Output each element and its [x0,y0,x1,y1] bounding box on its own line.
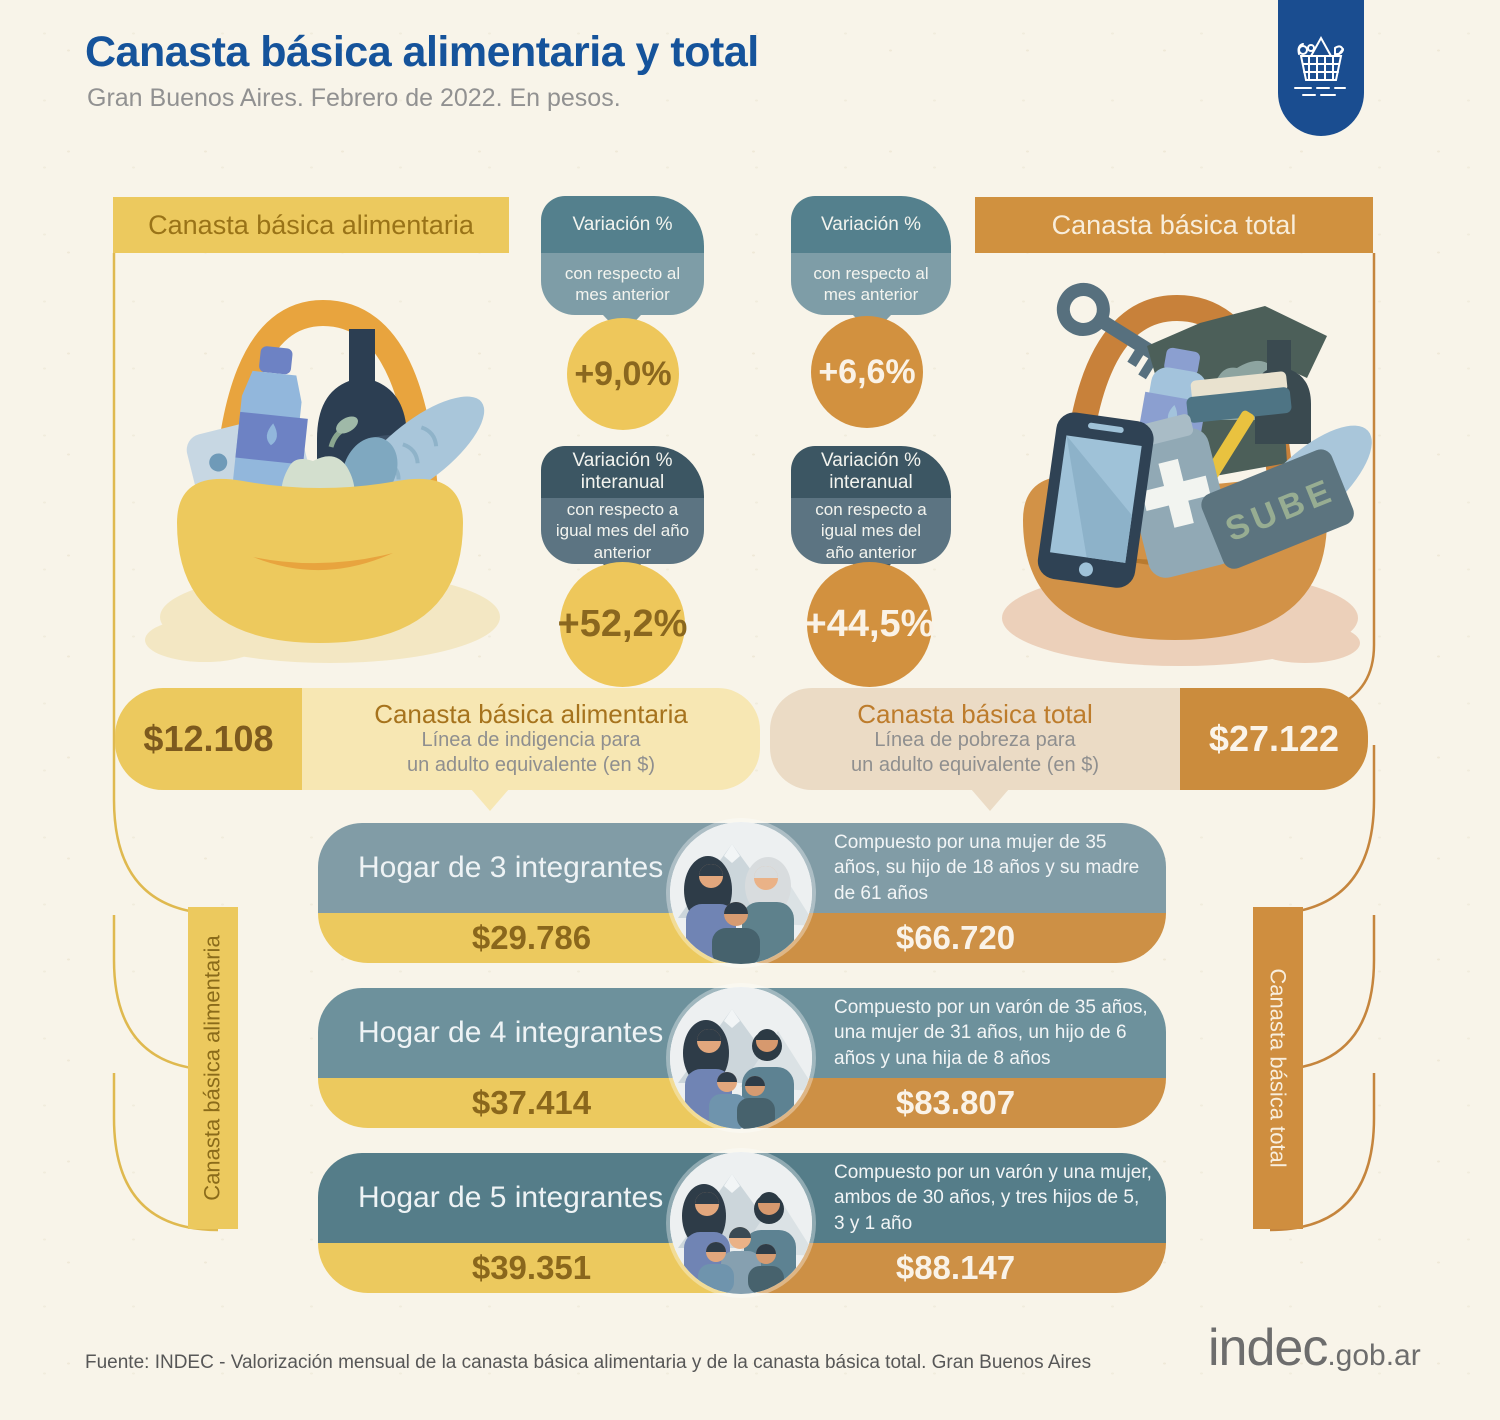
cba-price-note-line2: un adulto equivalente (en $) [407,754,655,777]
cbt-price-note-line2: un adulto equivalente (en $) [851,754,1099,777]
cbt-price-pill: Canasta básica total Línea de pobreza pa… [770,688,1368,790]
household-label: Hogar de 4 integrantes [358,1016,664,1049]
cba-side-label: Canasta básica alimentaria [200,935,225,1201]
cba-price-value-box: $12.108 [115,688,302,790]
cba-column-header: Canasta básica alimentaria [113,197,509,253]
household-cba-price: $37.414 [318,1078,745,1128]
cba-interannual-change-value: +52,2% [558,562,687,687]
household-cbt-price: $88.147 [745,1243,1166,1293]
cba-side-band: Canasta básica alimentaria [188,907,238,1229]
household-row-5: Hogar de 5 integrantes Compuesto por un … [318,1152,1166,1294]
cba-monthly-change-value: +9,0% [567,318,679,430]
household-label: Hogar de 5 integrantes [358,1181,664,1214]
cba-price-value: $12.108 [143,718,274,759]
cba-price-title: Canasta básica alimentaria [374,698,688,729]
cbt-basket-illustration: SUBE [1002,282,1372,666]
cbt-pill-tail [971,789,1009,811]
cbt-price-value: $27.122 [1208,718,1340,759]
cbt-side-label: Canasta básica total [1266,968,1291,1168]
bubble-note: con respecto al mes anterior [791,253,951,315]
bubble-note: con respecto a igual mes del año anterio… [791,498,951,564]
indec-logo: indec .gob.ar [1208,1318,1421,1378]
bubble-title: Variación % [541,196,704,253]
bubble-note: con respecto al mes anterior [541,253,704,315]
bubble-title: Variación % [791,196,951,253]
cbt-interannual-bubble: Variación % interanual con respecto a igu… [791,446,951,584]
household-cba-price: $39.351 [318,1243,745,1293]
cba-interannual-bubble: Variación % interanual con respecto a igu… [541,446,704,584]
bubble-title: Variación % interanual [541,446,704,498]
cba-price-pill: $12.108 Canasta básica alimentaria Línea… [115,688,760,790]
cba-price-note-line1: Línea de indigencia para [421,729,641,752]
cbt-monthly-bubble: Variación % con respecto al mes anterior [791,196,951,335]
cbt-monthly-change-value: +6,6% [811,316,923,428]
indec-logo-suffix: .gob.ar [1327,1339,1421,1372]
household-cbt-price: $83.807 [745,1078,1166,1128]
cbt-interannual-change-value: +44,5% [805,562,934,687]
household-row-3: Hogar de 3 integrantes Compuesto por una… [318,822,1166,964]
household-row-4: Hogar de 4 integrantes Compuesto por un … [318,987,1166,1129]
indec-logo-main: indec [1208,1319,1328,1377]
family-illustration-3 [670,822,812,964]
household-cbt-price: $66.720 [745,913,1166,963]
cbt-price-value-box: $27.122 [1180,688,1368,790]
household-label: Hogar de 3 integrantes [358,851,664,884]
cbt-price-description: Canasta básica total Línea de pobreza pa… [770,688,1180,790]
cbt-price-note-line1: Línea de pobreza para [874,729,1076,752]
cba-monthly-bubble: Variación % con respecto al mes anterior [541,196,704,335]
source-note: Fuente: INDEC - Valorización mensual de … [85,1352,1092,1373]
bubble-note: con respecto a igual mes del año anterio… [541,498,704,564]
page-subtitle: Gran Buenos Aires. Febrero de 2022. En p… [87,84,621,112]
family-illustration-4 [670,987,812,1129]
cbt-column-header: Canasta básica total [975,197,1373,253]
household-description: Compuesto por un varón y una mujer, ambo… [834,1162,1152,1234]
shopping-basket-icon [1294,35,1346,96]
page-title: Canasta básica alimentaria y total [85,28,759,76]
cbt-side-band: Canasta básica total [1253,907,1303,1229]
bubble-title: Variación % interanual [791,446,951,498]
cba-basket-illustration [145,299,500,663]
cba-pill-tail [471,789,509,811]
household-description: Compuesto por una mujer de 35 años, su h… [834,832,1140,904]
household-description: Compuesto por un varón de 35 años, una m… [834,997,1148,1069]
household-cba-price: $29.786 [318,913,745,963]
cbt-price-title: Canasta básica total [857,698,1093,729]
family-illustration-5 [670,1152,812,1294]
indec-basket-logo-box [1278,0,1364,136]
cba-price-description: Canasta básica alimentaria Línea de indi… [302,688,760,790]
